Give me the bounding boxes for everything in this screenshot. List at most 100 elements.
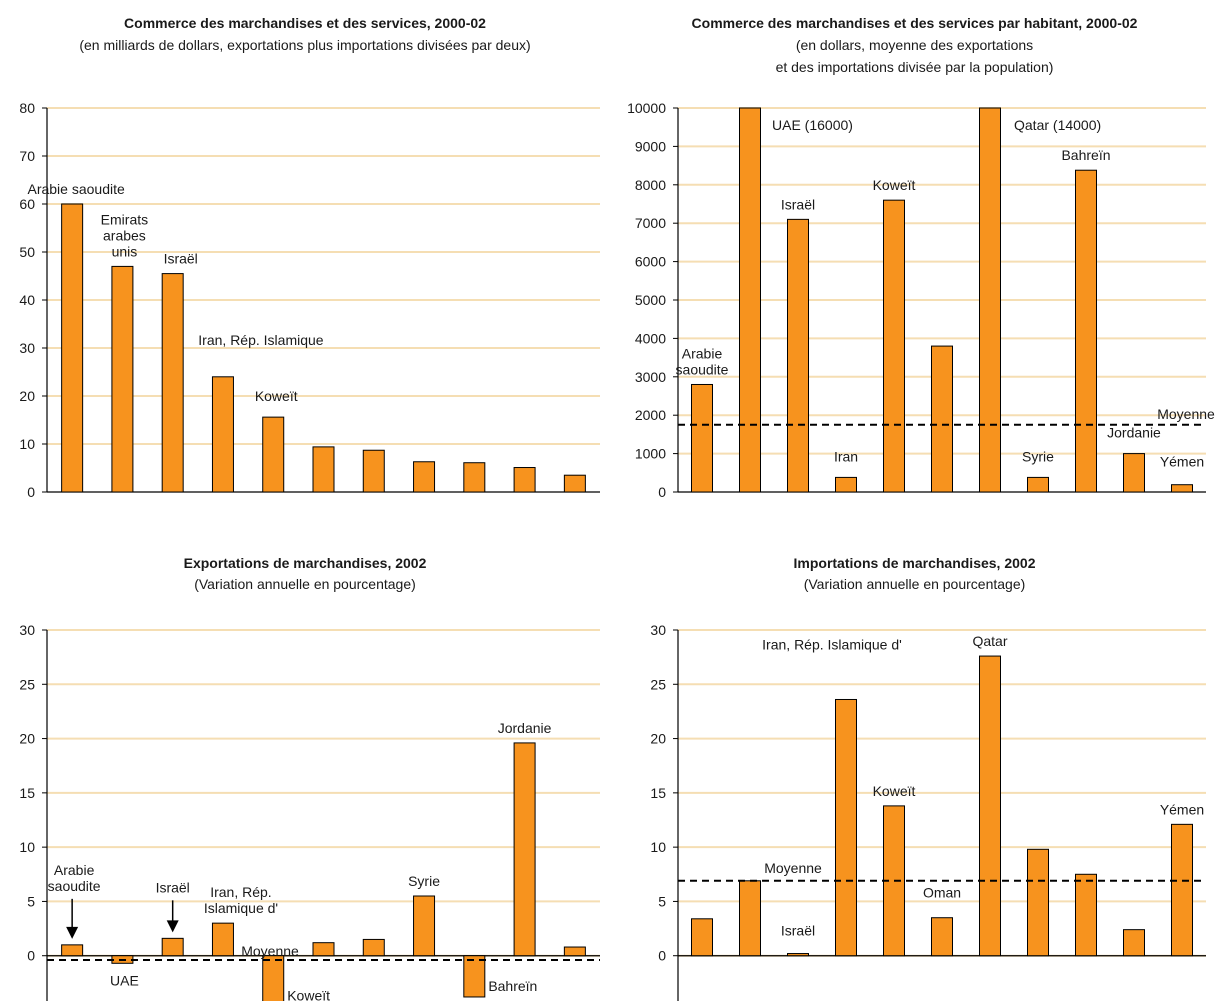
y-tick-label: 0: [658, 484, 666, 500]
y-tick-label: 4000: [635, 330, 666, 346]
bar: [1124, 930, 1145, 956]
bar-label: Israël: [164, 251, 198, 267]
bar-label: Israël: [156, 879, 190, 895]
bar-label: Yémen: [1160, 454, 1204, 470]
y-tick-label: 9000: [635, 138, 666, 154]
bar: [564, 947, 585, 956]
y-tick-label: 10: [19, 839, 35, 855]
y-tick-label: 20: [19, 388, 35, 404]
bar: [692, 919, 713, 956]
y-ticks: 0 10 20 30 40 50 60 70 80: [19, 100, 47, 500]
y-tick-label: 30: [19, 622, 35, 638]
average-label: Moyenne: [241, 943, 299, 959]
bar-label: Koweït: [873, 783, 916, 799]
y-tick-label: 40: [19, 292, 35, 308]
chart-panel-1: Commerce des marchandises et des service…: [0, 0, 610, 520]
bar: [932, 346, 953, 492]
y-tick-label: 20: [19, 731, 35, 747]
bar-label: Syrie: [1022, 448, 1054, 464]
bar-label: Bahreïn: [1061, 147, 1110, 163]
bar: [212, 923, 233, 956]
bar: [464, 463, 485, 492]
bar-label: saoudite: [676, 361, 729, 377]
bar: [514, 743, 535, 956]
y-tick-label: 10: [650, 839, 666, 855]
bar-label: Arabie: [54, 862, 95, 878]
bar-label: arabes: [103, 227, 146, 243]
bar-label: Qatar (14000): [1014, 117, 1101, 133]
bar-chart: -5051015202530MoyenneIsraëlIran, Rép. Is…: [610, 520, 1219, 1001]
bar: [1124, 454, 1145, 492]
bar-label: Koweït: [287, 988, 330, 1001]
y-tick-label: 30: [650, 622, 666, 638]
bar-label: saoudite: [48, 878, 101, 894]
bar-label: Syrie: [408, 873, 440, 889]
bar: [62, 204, 83, 492]
bar-label: Israël: [781, 923, 815, 939]
bar: [1172, 824, 1193, 955]
bar: [1028, 849, 1049, 955]
bar-chart: 0 10 20 30 40 50 60 70 80 Arabie saoudite Emiratsa…: [0, 0, 610, 520]
y-tick-label: 20: [650, 731, 666, 747]
bar: [414, 462, 435, 492]
bar-label: Jordanie: [1107, 425, 1161, 441]
bar: [313, 943, 334, 956]
y-ticks: -5051015202530: [19, 622, 47, 1001]
bar: [112, 266, 133, 492]
bar-label: Islamique d': [204, 900, 278, 916]
chart-panel-3: Exportations de marchandises, 2002 (Vari…: [0, 520, 610, 1001]
bar: [514, 468, 535, 492]
bar: [884, 200, 905, 492]
bar-label: Iran, Rép.: [210, 884, 271, 900]
bar: [788, 219, 809, 492]
bar: [740, 108, 761, 492]
y-tick-label: 15: [650, 785, 666, 801]
chart-panel-4: Importations de marchandises, 2002 (Vari…: [610, 520, 1219, 1001]
y-tick-label: 30: [19, 340, 35, 356]
bar: [980, 656, 1001, 956]
bar: [836, 699, 857, 955]
y-tick-label: 50: [19, 244, 35, 260]
bar: [62, 945, 83, 956]
average-label: Moyenne: [764, 860, 822, 876]
bar: [1172, 485, 1193, 492]
y-tick-label: 7000: [635, 215, 666, 231]
bar-label: Bahreïn: [488, 978, 537, 994]
bar-label: Koweït: [873, 177, 916, 193]
bar: [1028, 477, 1049, 492]
bar-label: Iran: [834, 448, 858, 464]
y-tick-label: 0: [27, 948, 35, 964]
bar-label: Jordanie: [498, 720, 552, 736]
bar-label: Koweït: [255, 388, 298, 404]
bar: [363, 450, 384, 492]
bar: [980, 108, 1001, 492]
bar: [692, 384, 713, 492]
arrow-head: [66, 927, 78, 939]
bar-label: Iran, Rép. Islamique d': [762, 636, 902, 652]
y-tick-label: 80: [19, 100, 35, 116]
y-tick-label: 0: [27, 484, 35, 500]
y-tick-label: 60: [19, 196, 35, 212]
bar-label: Qatar: [972, 633, 1007, 649]
y-tick-label: 8000: [635, 177, 666, 193]
bar: [212, 377, 233, 492]
bar-label: Arabie: [682, 345, 723, 361]
y-tick-label: 10: [19, 436, 35, 452]
bar-label: UAE: [110, 973, 139, 989]
average-label: Moyenne: [1157, 406, 1215, 422]
bar: [363, 939, 384, 955]
bar: [836, 477, 857, 492]
bar: [263, 417, 284, 492]
arrow-head: [167, 920, 179, 932]
bar-label: Yémen: [1160, 801, 1204, 817]
bars: [692, 656, 1193, 956]
y-tick-label: 15: [19, 785, 35, 801]
y-tick-label: 5: [27, 893, 35, 909]
bar-label: unis: [112, 243, 138, 259]
bar: [740, 881, 761, 956]
y-tick-label: 25: [650, 676, 666, 692]
bar-label: Oman: [923, 885, 961, 901]
bar: [162, 938, 183, 955]
y-tick-label: 3000: [635, 369, 666, 385]
bar-label: Emirats: [101, 211, 148, 227]
